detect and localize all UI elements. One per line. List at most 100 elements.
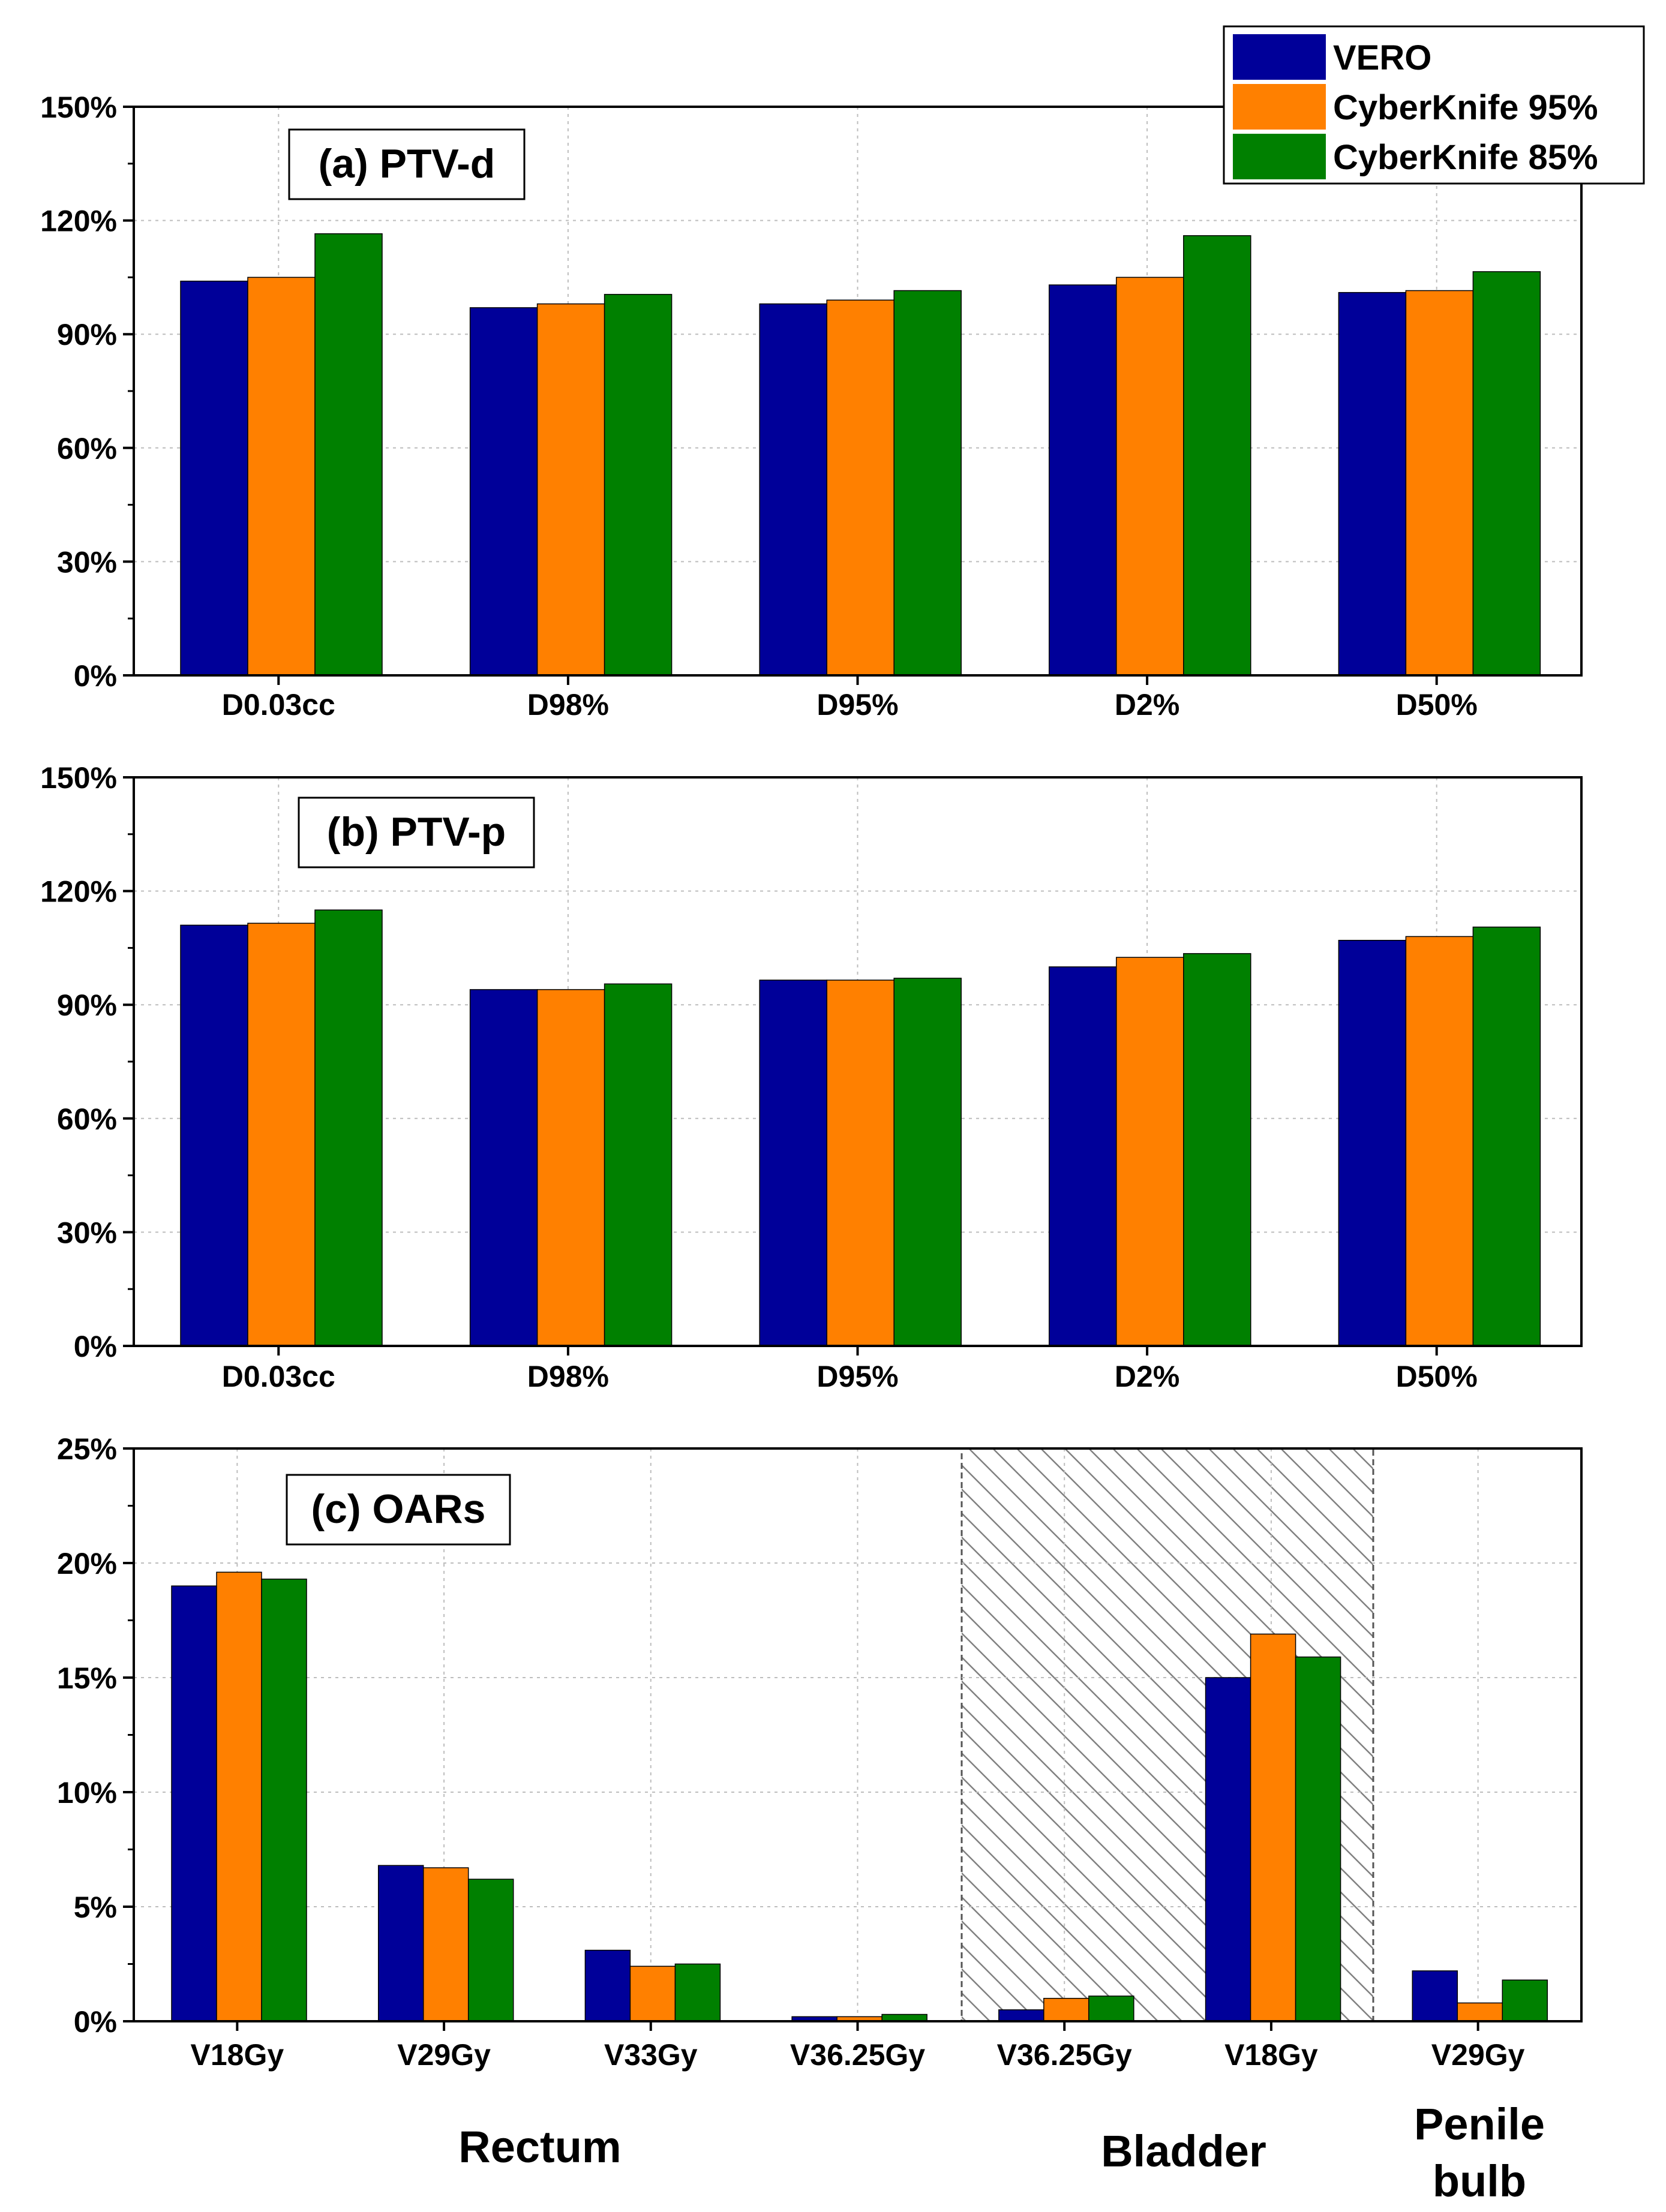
panel-c-oars: 0% 5% 10% 15% 20% 25% V18Gy V29Gy V33Gy V36.25Gy…	[57, 1432, 1583, 2206]
panel-c-x-axis: V18Gy V29Gy V33Gy V36.25Gy V36.25Gy V18Gy V29G…	[191, 2021, 1525, 2072]
bar-cyberknife-85-v29gy	[1502, 1979, 1548, 2022]
x-tick-label-v29gy: V29Gy	[397, 2038, 491, 2072]
legend-swatch-cyberknife-85	[1233, 134, 1326, 179]
y-tick-label: 15%	[57, 1661, 117, 1695]
y-tick-label: 150%	[40, 761, 117, 795]
panel-c-y-axis: 0% 5% 10% 15% 20% 25%	[57, 1432, 134, 2039]
panel-c-bars	[171, 1571, 1548, 2022]
y-tick-label: 25%	[57, 1432, 117, 1466]
bar-cyberknife-85-d98	[604, 294, 673, 676]
bar-cyberknife-95-v33gy	[629, 1965, 676, 2022]
legend-label-vero: VERO	[1333, 38, 1431, 77]
bar-cyberknife-95-v36-25gy	[1043, 1998, 1089, 2022]
x-tick-label-d0-03cc: D0.03cc	[222, 1360, 335, 1393]
group-label-rectum: Rectum	[458, 2122, 621, 2172]
bar-cyberknife-95-d2	[1116, 957, 1184, 1347]
y-tick-label: 30%	[57, 1216, 117, 1249]
x-tick-label-v18gy: V18Gy	[1224, 2038, 1318, 2072]
panel-c-title: (c) OARs	[311, 1486, 486, 1532]
bar-vero-d2	[1049, 966, 1117, 1347]
y-tick-label: 0%	[74, 2005, 117, 2039]
y-tick-label: 20%	[57, 1547, 117, 1580]
panel-a-bars	[180, 233, 1541, 676]
bar-cyberknife-85-d0-03cc	[314, 909, 383, 1347]
bar-vero-d98	[469, 989, 538, 1347]
x-tick-label-v18gy: V18Gy	[191, 2038, 284, 2072]
bar-cyberknife-95-v18gy	[216, 1571, 262, 2022]
panel-b-title: (b) PTV-p	[327, 809, 506, 855]
legend-swatch-cyberknife-95	[1233, 84, 1326, 130]
bar-vero-d95	[759, 979, 827, 1347]
bar-cyberknife-85-d98	[604, 983, 673, 1347]
bar-cyberknife-95-d0-03cc	[247, 276, 316, 676]
bar-cyberknife-85-v18gy	[261, 1578, 307, 2022]
bar-cyberknife-95-v18gy	[1250, 1633, 1296, 2022]
panel-b-grid	[134, 777, 1581, 1346]
bar-vero-v36-25gy	[998, 2009, 1044, 2022]
legend-label-cyberknife-85: CyberKnife 85%	[1333, 138, 1598, 177]
bar-vero-v29gy	[377, 1865, 424, 2022]
y-tick-label: 0%	[74, 659, 117, 693]
panel-b-bars	[180, 909, 1541, 1347]
panel-a-x-axis: D0.03cc D98% D95% D2% D50%	[222, 675, 1478, 722]
x-tick-label-v29gy: V29Gy	[1431, 2038, 1525, 2072]
bar-cyberknife-85-d0-03cc	[314, 233, 383, 676]
panel-b-y-axis: 0% 30% 60% 90% 120% 150%	[40, 761, 134, 1363]
panel-c-title-box	[286, 1474, 511, 1546]
y-tick-label: 5%	[74, 1891, 117, 1924]
bar-cyberknife-95-d98	[536, 989, 605, 1347]
bar-cyberknife-85-v18gy	[1295, 1656, 1341, 2022]
bar-vero-v29gy	[1412, 1970, 1458, 2022]
panel-a-y-axis: 0% 30% 60% 90% 120% 150%	[40, 91, 134, 693]
x-tick-label-v36-25gy: V36.25Gy	[997, 2038, 1132, 2072]
x-tick-label-d95: D95%	[817, 688, 898, 722]
bar-cyberknife-95-d98	[536, 303, 605, 676]
panel-a-ptv-d: 0% 30% 60% 90% 120% 150% D0.03cc D98% D95% D2% D5…	[40, 91, 1583, 722]
bar-cyberknife-95-v29gy	[1457, 2002, 1503, 2022]
group-label-penile: Penile	[1414, 2099, 1545, 2149]
panel-a-title-box	[288, 128, 526, 200]
bar-vero-d50	[1338, 291, 1407, 676]
legend: VERO CyberKnife 95% CyberKnife 85%	[1223, 25, 1645, 185]
legend-swatch-vero	[1233, 34, 1326, 80]
panel-b-title-box	[298, 797, 535, 868]
x-tick-label-d95: D95%	[817, 1360, 898, 1393]
y-tick-label: 60%	[57, 1102, 117, 1136]
bar-cyberknife-85-v33gy	[674, 1963, 721, 2022]
x-tick-label-d50: D50%	[1396, 688, 1478, 722]
bar-cyberknife-85-d2	[1183, 953, 1251, 1347]
x-tick-label-v33gy: V33Gy	[604, 2038, 698, 2072]
group-label-bulb: bulb	[1433, 2156, 1526, 2206]
y-tick-label: 10%	[57, 1776, 117, 1810]
x-tick-label-d98: D98%	[527, 688, 609, 722]
bar-vero-v18gy	[1205, 1677, 1251, 2022]
bar-vero-v33gy	[584, 1949, 631, 2022]
bar-cyberknife-95-d0-03cc	[247, 922, 316, 1347]
panel-a-title: (a) PTV-d	[319, 141, 496, 187]
y-tick-label: 60%	[57, 432, 117, 465]
bar-vero-d50	[1338, 940, 1407, 1347]
panel-b-ptv-p: 0% 30% 60% 90% 120% 150% D0.03cc D98% D95% D2% D5…	[40, 761, 1583, 1393]
bar-cyberknife-95-d95	[826, 299, 894, 676]
x-tick-label-d2: D2%	[1115, 688, 1179, 722]
legend-label-cyberknife-95: CyberKnife 95%	[1333, 88, 1598, 127]
group-label-bladder: Bladder	[1101, 2126, 1266, 2176]
y-tick-label: 30%	[57, 545, 117, 579]
x-tick-label-d0-03cc: D0.03cc	[222, 688, 335, 722]
x-tick-label-d98: D98%	[527, 1360, 609, 1393]
y-tick-label: 90%	[57, 988, 117, 1022]
bar-cyberknife-85-d50	[1472, 271, 1541, 676]
bar-cyberknife-95-v29gy	[422, 1867, 469, 2022]
bar-vero-v18gy	[171, 1585, 217, 2022]
bar-cyberknife-85-d95	[893, 978, 962, 1347]
bar-vero-d0-03cc	[180, 280, 248, 676]
bar-vero-d95	[759, 303, 827, 676]
bar-cyberknife-85-v29gy	[467, 1879, 514, 2022]
bar-cyberknife-95-d50	[1405, 936, 1474, 1347]
bar-cyberknife-95-d95	[826, 979, 894, 1347]
bar-cyberknife-85-d95	[893, 290, 962, 676]
x-tick-label-d50: D50%	[1396, 1360, 1478, 1393]
bar-cyberknife-95-d2	[1116, 276, 1184, 676]
x-tick-label-v36-25gy: V36.25Gy	[790, 2038, 925, 2072]
